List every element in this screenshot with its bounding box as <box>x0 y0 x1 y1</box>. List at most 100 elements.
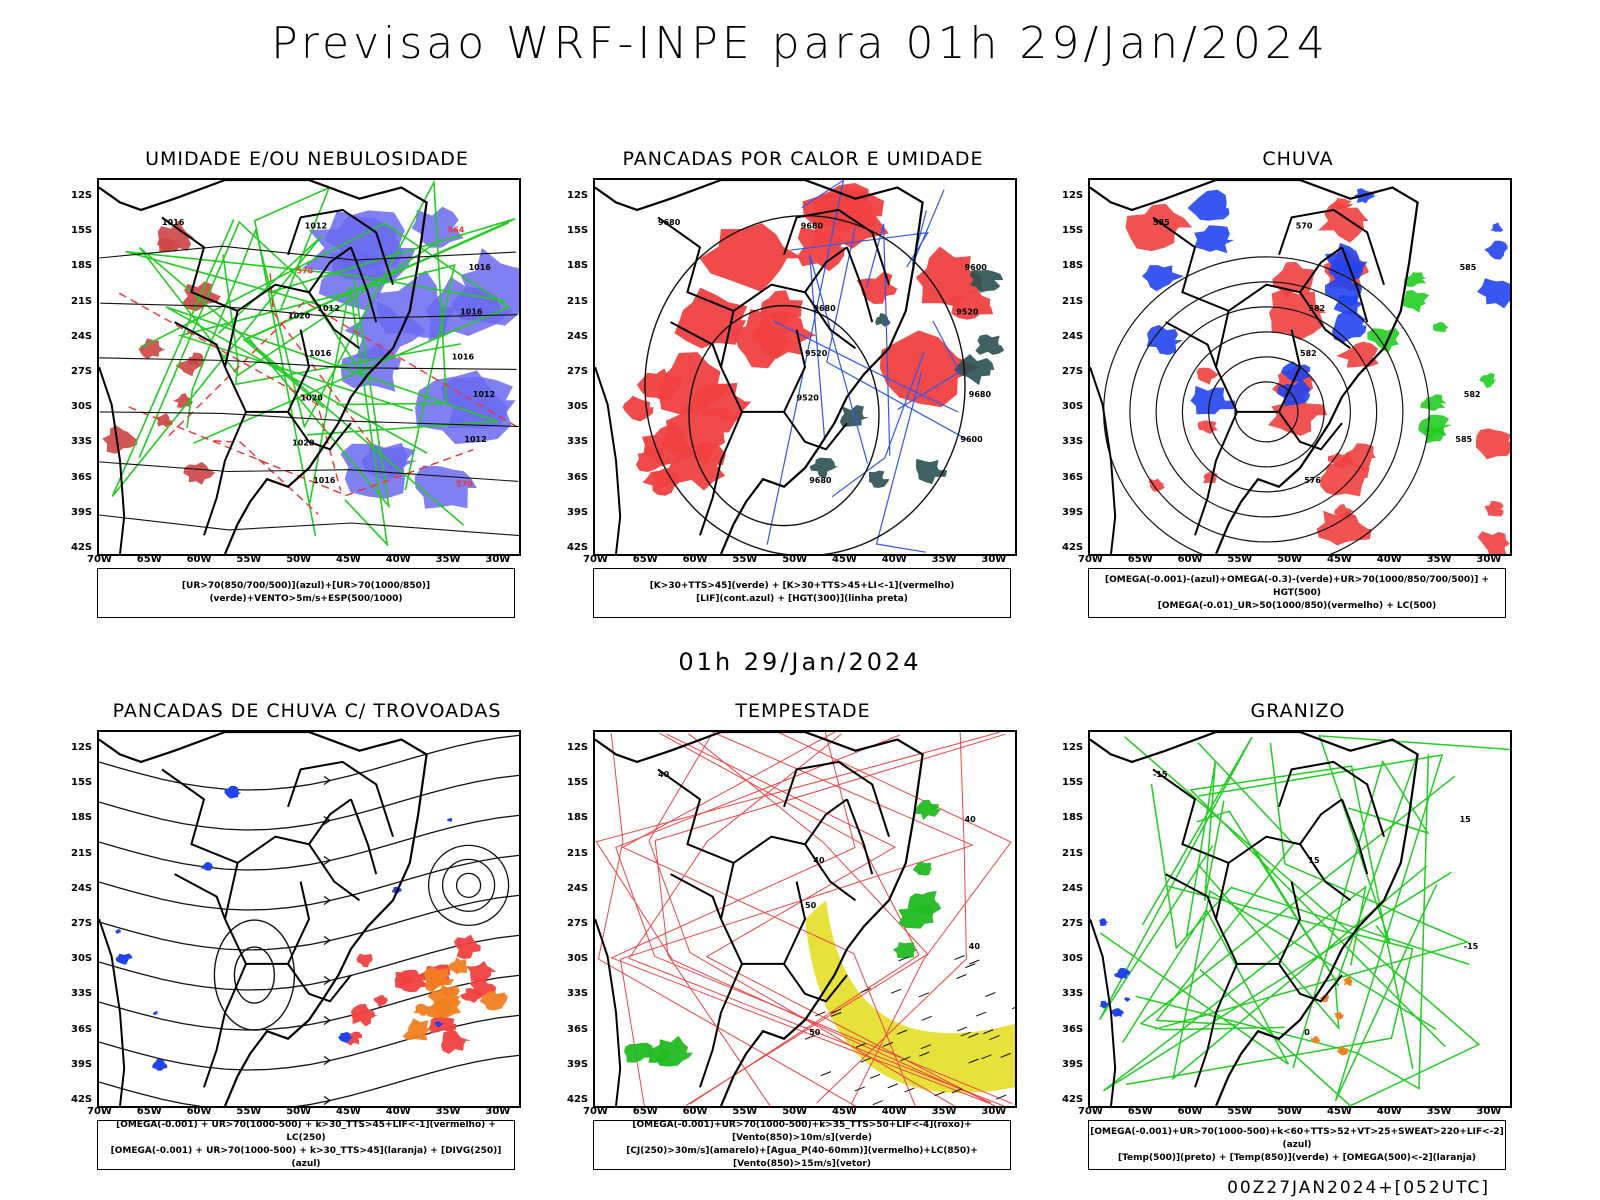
country-border <box>161 216 352 313</box>
country-border <box>308 291 360 350</box>
contour-label: 9680 <box>809 476 832 485</box>
contour-label: 9680 <box>801 222 824 231</box>
contour-label: 1020 <box>301 394 324 403</box>
wind-850-fill <box>893 942 918 959</box>
wind-vector <box>968 1033 979 1038</box>
latitude-label: 30S <box>567 953 589 965</box>
longitude-label: 50W <box>286 554 312 565</box>
divergence-spot <box>115 953 133 965</box>
strong-omega-fill <box>1401 289 1430 313</box>
isobar <box>99 514 519 537</box>
streamline-arrow <box>323 855 332 866</box>
temperature-850-contour <box>1189 765 1446 1069</box>
latitude-label: 30S <box>567 401 589 413</box>
country-border <box>203 963 247 1088</box>
country-border <box>719 310 807 413</box>
map-canvas: 585 582 582 576 585 582 585 570 <box>1090 180 1510 554</box>
precipitable-water-contour <box>686 733 929 1106</box>
thunderstorm-fill <box>466 960 497 982</box>
contour-label: 582 <box>1300 349 1317 358</box>
wind-vector <box>860 987 871 993</box>
contour-label: 9520 <box>797 394 820 403</box>
temperature-850-contour <box>1185 760 1225 938</box>
longitude-label: 55W <box>732 1106 758 1117</box>
wind-vector <box>898 956 909 962</box>
humidity-fill <box>440 377 516 429</box>
contour-label: 40 <box>813 856 825 865</box>
country-border <box>846 798 874 875</box>
divergence-spot <box>152 1010 159 1015</box>
panel-legend-2: [K>30+TTS>45](verde) + [K>30+TTS>45+LI<-… <box>593 568 1011 618</box>
country-border <box>1165 321 1217 368</box>
country-border <box>1299 291 1351 350</box>
humidity-contour <box>186 227 306 428</box>
wind-vector <box>921 1015 932 1021</box>
longitude-label: 55W <box>1227 1106 1253 1117</box>
thickness-contour <box>128 406 474 497</box>
latitude-label: 36S <box>1062 1023 1084 1035</box>
contour-label: 40 <box>965 815 977 824</box>
humidity-contour <box>165 306 499 454</box>
legend-line: [LIF](cont.azul) + [HGT(300)](linha pret… <box>696 594 908 604</box>
country-border <box>287 208 394 286</box>
contour-label: 570 <box>296 267 313 276</box>
longitude-label: 65W <box>136 1106 162 1117</box>
latitude-label: 39S <box>567 506 589 518</box>
wind-vector <box>830 1008 841 1014</box>
longitude-label: 50W <box>286 1106 312 1117</box>
temperature-850-contour <box>1198 754 1444 1102</box>
country-border <box>783 963 848 1003</box>
isobar <box>100 302 518 319</box>
hail-spot <box>1111 1008 1125 1017</box>
kindex-fill <box>868 470 890 488</box>
country-border <box>846 246 874 323</box>
latitude-label: 30S <box>1062 401 1084 413</box>
legend-line: [CJ(250)>30m/s](amarelo)+[Agua_P(40-60mm… <box>626 1146 978 1169</box>
wind-vector <box>855 1042 867 1048</box>
contour-label: 585 <box>1455 435 1472 444</box>
coastline <box>595 180 924 554</box>
latitude-label: 21S <box>1062 847 1084 859</box>
map-canvas: 40 40 40 50 40 50 <box>595 732 1015 1106</box>
rain-fill <box>1475 428 1510 460</box>
moisture-spot <box>157 220 195 252</box>
temperature-850-contour <box>1196 810 1340 987</box>
thunderstorm-fill <box>373 994 388 1008</box>
temperature-850-contour <box>1135 754 1430 1090</box>
streamline-arrow <box>323 895 332 906</box>
hail-spot <box>1124 997 1131 1002</box>
strong-omega-fill <box>1479 372 1497 388</box>
latitude-label: 27S <box>71 918 93 929</box>
country-border <box>203 411 247 536</box>
convection-fill <box>802 188 889 249</box>
wind-vector <box>983 1029 994 1035</box>
contour-label: 9520 <box>805 349 828 358</box>
latitude-label: 42S <box>567 1094 589 1105</box>
convection-fill <box>699 223 804 292</box>
lifted-index-contour <box>911 189 945 265</box>
legend-line: [UR>70(850/700/500)](azul)+[UR>70(1000/8… <box>181 581 431 604</box>
omega-fill <box>1280 361 1311 383</box>
temperature-850-contour <box>1292 759 1430 1069</box>
latitude-label: 24S <box>567 330 589 342</box>
geopotential-contour <box>1208 356 1325 468</box>
contour-label: 582 <box>1308 304 1325 313</box>
wind-vector <box>919 1051 930 1057</box>
convection-fill <box>642 423 694 465</box>
map-canvas: 1016 1012 1012 1016 1016 1016 1012 1012 1016 1020… <box>99 180 519 554</box>
humidity-fill <box>425 276 513 341</box>
thunderstorm-fill <box>356 953 373 968</box>
low-center <box>213 919 296 1031</box>
contour-label: 40 <box>969 942 981 951</box>
panel-title-5: TEMPESTADE <box>735 700 871 722</box>
latitude-label: 24S <box>1062 882 1084 894</box>
longitude-label: 70W <box>583 554 608 565</box>
latitude-label: 27S <box>71 366 93 377</box>
rain-fill <box>1343 443 1376 472</box>
omega-fill <box>1477 278 1510 309</box>
coastline-west <box>1090 918 1117 1106</box>
precipitable-water-contour <box>776 732 1012 1105</box>
streamline <box>99 854 519 911</box>
longitude-label: 65W <box>632 554 658 565</box>
longitude-label: 40W <box>1376 1106 1402 1117</box>
